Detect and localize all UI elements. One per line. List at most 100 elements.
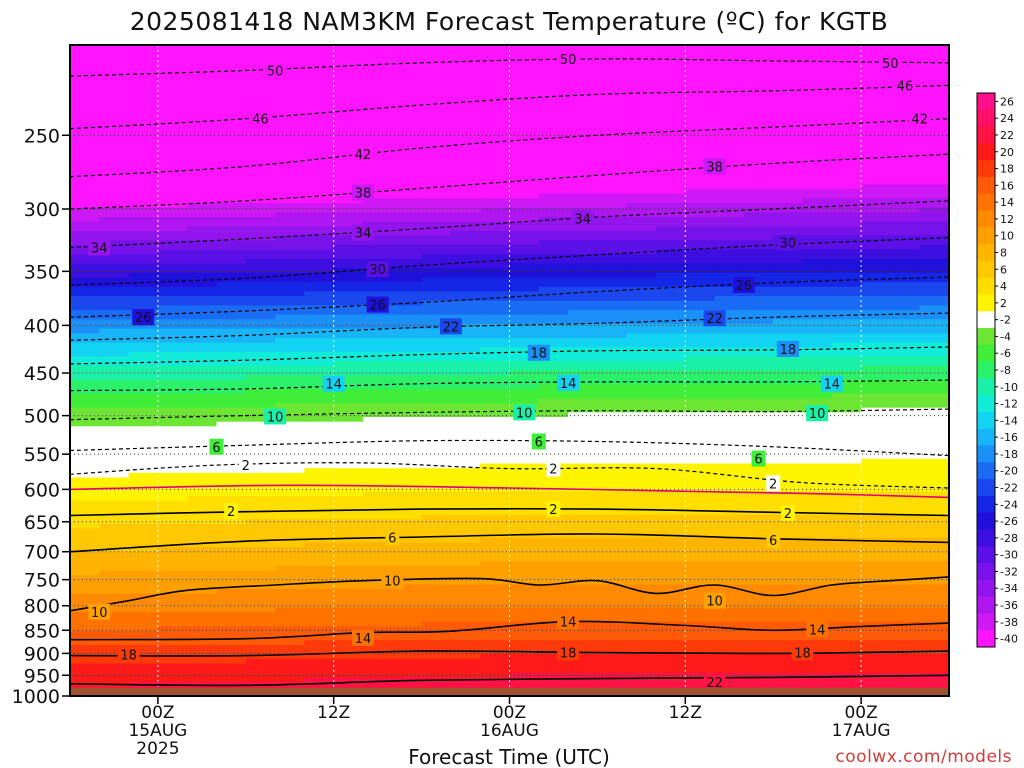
heat-cell xyxy=(128,105,159,111)
heat-cell xyxy=(685,296,716,302)
heat-cell xyxy=(568,291,598,297)
heat-cell xyxy=(743,547,774,553)
heat-cell xyxy=(685,54,716,60)
heat-cell xyxy=(509,68,540,74)
heat-cell xyxy=(656,193,686,199)
heat-cell xyxy=(157,244,188,251)
heat-cell xyxy=(245,138,276,144)
heat-cell xyxy=(919,179,949,186)
heat-cell xyxy=(861,72,891,79)
y-tick-label: 1000 xyxy=(12,686,60,708)
heat-cell xyxy=(568,412,598,418)
heat-cell xyxy=(304,133,335,139)
heat-cell xyxy=(157,151,188,158)
heat-cell xyxy=(919,138,949,144)
heat-cell xyxy=(656,547,686,553)
heat-cell xyxy=(304,258,335,265)
heat-cell xyxy=(773,431,804,437)
heat-cell xyxy=(70,403,100,409)
heat-cell xyxy=(157,384,188,390)
heat-cell xyxy=(685,482,716,488)
heat-cell xyxy=(714,486,745,493)
heat-cell xyxy=(919,105,949,111)
heat-cell xyxy=(685,654,716,660)
heat-cell xyxy=(743,556,774,562)
colorbar-label: -10 xyxy=(1000,381,1018,394)
heat-cell xyxy=(890,147,921,153)
heat-cell xyxy=(802,649,833,655)
heat-cell xyxy=(597,244,628,251)
heat-cell xyxy=(597,310,628,316)
heat-cell xyxy=(421,663,452,669)
heat-cell xyxy=(626,579,657,586)
heat-cell xyxy=(538,584,569,590)
heat-cell xyxy=(626,440,657,446)
heat-cell xyxy=(861,198,891,204)
heat-cell xyxy=(128,668,159,674)
heat-cell xyxy=(861,644,891,651)
heat-cell xyxy=(304,542,335,548)
heat-cell xyxy=(187,598,218,604)
heat-cell xyxy=(480,96,511,102)
heat-cell xyxy=(538,682,569,688)
heat-cell xyxy=(187,231,218,237)
heat-cell xyxy=(919,500,949,506)
heat-cell xyxy=(656,407,686,413)
heat-cell xyxy=(861,547,891,553)
heat-cell xyxy=(216,254,247,260)
heat-cell xyxy=(656,640,686,646)
heat-cell xyxy=(685,644,716,651)
heat-cell xyxy=(509,305,540,311)
heat-cell xyxy=(626,537,657,544)
heat-cell xyxy=(831,472,862,478)
heat-cell xyxy=(890,272,921,278)
heat-cell xyxy=(333,133,364,139)
heat-cell xyxy=(538,403,569,409)
heat-cell xyxy=(333,496,364,502)
heat-cell xyxy=(919,537,949,544)
heat-cell xyxy=(685,175,716,181)
colorbar-swatch xyxy=(977,160,995,178)
heat-cell xyxy=(480,124,511,130)
heat-cell xyxy=(421,291,452,297)
heat-cell xyxy=(157,86,188,92)
heat-cell xyxy=(480,165,511,172)
heat-cell xyxy=(568,365,598,372)
heat-cell xyxy=(157,272,188,278)
heat-cell xyxy=(831,682,862,688)
heat-cell xyxy=(919,551,949,558)
heat-cell xyxy=(685,417,716,423)
heat-cell xyxy=(538,393,569,399)
heat-cell xyxy=(773,579,804,586)
heat-cell xyxy=(450,49,481,55)
heat-cell xyxy=(450,263,481,269)
heat-cell xyxy=(275,286,305,292)
heat-cell xyxy=(597,575,628,581)
heat-cell xyxy=(480,77,511,83)
heat-cell xyxy=(714,193,745,199)
heat-cell xyxy=(363,142,393,148)
heat-cell xyxy=(656,556,686,562)
heat-cell xyxy=(626,547,657,553)
heat-cell xyxy=(568,500,598,506)
heat-cell xyxy=(480,393,511,399)
heat-cell xyxy=(509,482,540,488)
heat-cell xyxy=(919,677,949,683)
heat-cell xyxy=(333,607,364,613)
heat-cell xyxy=(392,217,423,223)
heat-cell xyxy=(773,500,804,506)
heat-cell xyxy=(714,435,745,441)
heat-cell xyxy=(656,217,686,223)
heat-cell xyxy=(216,421,247,427)
colorbar-label: 16 xyxy=(1000,179,1014,192)
heat-cell xyxy=(99,310,130,316)
heat-cell xyxy=(509,612,540,618)
heat-cell xyxy=(919,77,949,83)
heat-cell xyxy=(597,654,628,660)
heat-cell xyxy=(450,500,481,506)
heat-cell xyxy=(480,133,511,139)
heat-cell xyxy=(275,63,305,69)
heat-cell xyxy=(421,138,452,144)
heat-cell xyxy=(890,268,921,274)
